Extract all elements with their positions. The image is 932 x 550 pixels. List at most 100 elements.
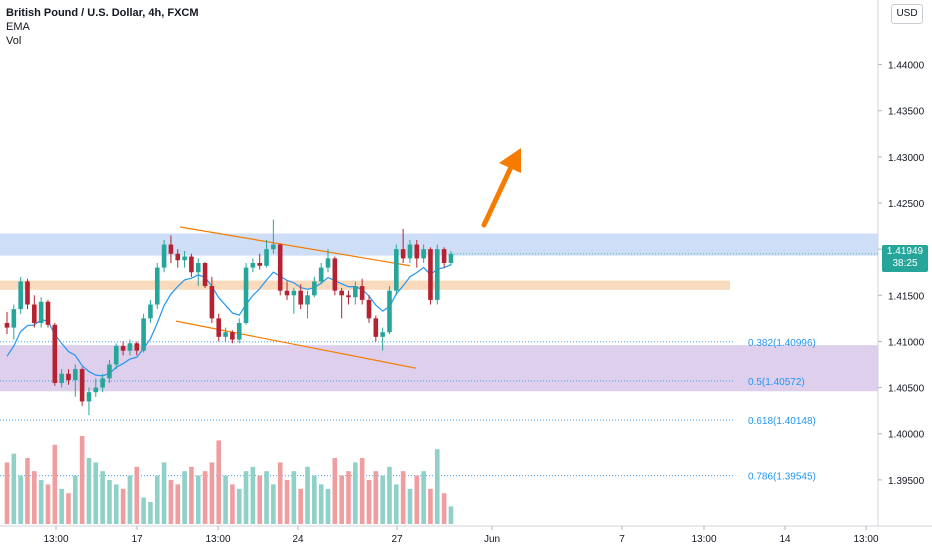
- time-tick-label: 13:00: [43, 534, 68, 545]
- fib-level-label: 0.618(1.40148): [748, 416, 816, 427]
- volume-bar: [387, 466, 392, 524]
- price-tick-label: 1.41000: [888, 337, 925, 348]
- candle-body: [209, 286, 215, 319]
- candle-body: [359, 286, 365, 300]
- candle-body: [284, 290, 290, 296]
- volume-bar: [291, 471, 297, 524]
- candle-body: [380, 332, 385, 337]
- volume-bar: [400, 471, 406, 524]
- last-price-value: 1.41949: [886, 246, 924, 257]
- candle-body: [414, 244, 420, 259]
- chart-legend: British Pound / U.S. Dollar, 4h, FXCM EM…: [6, 6, 199, 48]
- candle-body: [4, 322, 10, 328]
- candle-body: [400, 249, 406, 259]
- candle-body: [346, 295, 351, 298]
- volume-bar: [250, 466, 256, 524]
- candle-body: [100, 378, 105, 388]
- volume-bar: [195, 475, 201, 524]
- projection-arrow-head: [499, 148, 521, 173]
- volume-bar: [52, 444, 58, 524]
- volume-bar: [264, 471, 269, 524]
- volume-bar: [202, 471, 208, 524]
- candle-body: [318, 267, 324, 282]
- candle-body: [243, 267, 249, 323]
- volume-bar: [353, 462, 358, 524]
- candle-body: [216, 318, 222, 337]
- fib-level-label: 0.382(1.40996): [748, 338, 816, 349]
- candle-body: [141, 318, 146, 351]
- candle-body: [236, 322, 242, 340]
- price-tick-label: 1.39500: [888, 476, 925, 487]
- candle-body: [312, 281, 317, 296]
- volume-bar: [175, 484, 181, 524]
- time-tick-label: 13:00: [853, 534, 878, 545]
- volume-bar: [407, 488, 413, 524]
- candle-body: [11, 309, 17, 328]
- candle-body: [250, 263, 256, 268]
- price-tick-label: 1.43000: [888, 153, 925, 164]
- candle-body: [45, 301, 51, 325]
- candle-body: [271, 244, 276, 250]
- symbol-title: British Pound / U.S. Dollar, 4h, FXCM: [6, 7, 199, 19]
- price-tick-label: 1.40500: [888, 384, 925, 395]
- volume-bar: [107, 480, 112, 524]
- volume-bar: [346, 471, 351, 524]
- candle-body: [66, 373, 71, 381]
- candle-body: [113, 346, 119, 365]
- time-tick-label: 14: [779, 534, 791, 545]
- price-tick-label: 1.41500: [888, 291, 925, 302]
- candle-body: [93, 387, 99, 393]
- candle-body: [86, 392, 92, 402]
- channel-upper-line: [179, 226, 411, 267]
- volume-bar: [73, 475, 78, 524]
- candle-body: [407, 244, 413, 259]
- volume-bar: [93, 462, 99, 524]
- time-tick-label: 27: [391, 534, 403, 545]
- candle-body: [18, 281, 23, 310]
- candle-body: [441, 249, 447, 263]
- volume-bar: [380, 475, 385, 524]
- volume-bar: [161, 462, 167, 524]
- volume-bar: [305, 466, 310, 524]
- volume-bar: [277, 462, 283, 524]
- volume-indicator-label[interactable]: Vol: [6, 35, 22, 47]
- price-tick-label: 1.44000: [888, 61, 925, 72]
- candle-body: [107, 364, 112, 379]
- volume-bar: [38, 480, 44, 524]
- ema-indicator-label[interactable]: EMA: [6, 21, 30, 33]
- volume-bar: [394, 484, 399, 524]
- candle-body: [59, 373, 64, 383]
- volume-bar: [230, 484, 235, 524]
- volume-bar: [318, 484, 324, 524]
- candle-body: [291, 290, 297, 296]
- resistance-zone: [0, 233, 878, 256]
- ema-line: [6, 264, 452, 377]
- currency-button[interactable]: USD: [891, 4, 923, 24]
- volume-bar: [428, 488, 433, 524]
- volume-bar: [66, 493, 71, 524]
- candle-body: [134, 343, 140, 351]
- support-zone: [0, 280, 730, 290]
- fib-level-label: 0.786(1.39545): [748, 472, 816, 483]
- volume-bar: [298, 488, 303, 524]
- volume-bar: [339, 475, 344, 524]
- volume-bar: [25, 458, 30, 524]
- candle-body: [421, 249, 426, 259]
- candle-body: [189, 256, 194, 273]
- candle-body: [332, 258, 338, 291]
- candle-body: [305, 295, 310, 305]
- candle-body: [264, 249, 269, 266]
- volume-bar: [414, 475, 420, 524]
- candle-body: [230, 332, 235, 340]
- volume-bar: [325, 488, 331, 524]
- volume-bar: [441, 493, 447, 524]
- bar-countdown: 38:25: [892, 258, 918, 269]
- fib-level-label: 0.5(1.40572): [748, 377, 805, 388]
- candle-body: [195, 263, 201, 273]
- volume-bar: [236, 488, 242, 524]
- candle-body: [154, 267, 160, 305]
- volume-bar: [100, 471, 105, 524]
- candle-body: [175, 253, 181, 261]
